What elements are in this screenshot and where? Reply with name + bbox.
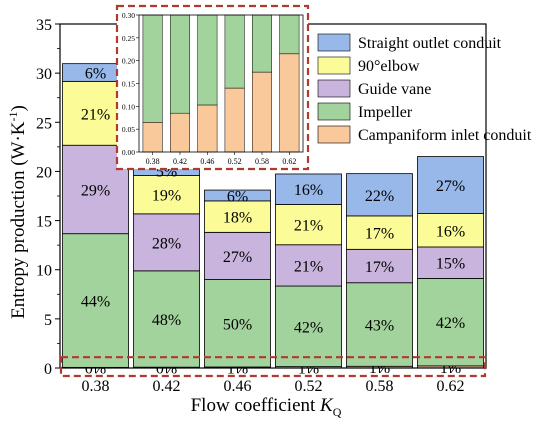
bar-percent-label: 44% <box>81 294 110 311</box>
legend-swatch <box>317 56 351 75</box>
bar-percent-label: 21% <box>81 106 110 123</box>
bar-segment <box>62 233 129 368</box>
legend-label: Guide vane <box>358 81 431 98</box>
y-tick-label: 0 <box>44 361 52 378</box>
y-tick-label: 10 <box>36 263 52 280</box>
y-axis-label: Entropy production (W·K-1) <box>6 105 29 319</box>
bar-segment <box>346 248 413 284</box>
bar-percent-label: 48% <box>152 312 181 329</box>
bar-segment <box>133 175 200 215</box>
bar-percent-label: 50% <box>223 316 252 333</box>
legend: Straight outlet conduit 90°elbow Guide van… <box>317 33 532 144</box>
legend-swatch <box>317 125 351 144</box>
y-tick-label: 15 <box>36 214 52 231</box>
legend-swatch <box>317 102 351 121</box>
inset-plot: 0.38 0.42 0.46 0.52 0.58 0.62 0.00 0.05 0.10 0.15… <box>115 4 310 171</box>
inset-bar-segment <box>197 104 218 153</box>
x-tick-label: 0.62 <box>437 378 465 395</box>
bar-percent-label: 19% <box>152 188 181 205</box>
legend-label: Straight outlet conduit <box>358 35 502 52</box>
y-tick-label: 25 <box>36 115 52 132</box>
legend-swatch <box>317 33 351 52</box>
inset-bar-segment <box>224 14 245 89</box>
inset-bar-segment <box>252 14 272 73</box>
inset-x-tick-label: 0.58 <box>255 157 269 166</box>
bar-percent-label: 18% <box>223 210 252 227</box>
inset-y-tick-label: 0.15 <box>122 80 135 89</box>
bar-segment <box>346 282 413 367</box>
bar-percent-label: 6% <box>227 188 248 205</box>
x-axis-label: Flow coefficient KQ <box>191 395 342 419</box>
inset-bar-segment <box>279 53 300 153</box>
legend-label: 90°elbow <box>358 58 420 75</box>
inset-bar-segment <box>170 112 190 153</box>
bar-percent-label: 27% <box>436 178 465 195</box>
y-tick-label: 5 <box>44 312 52 329</box>
bar-percent-label: 21% <box>294 218 323 235</box>
inset-y-tick-label: 0.20 <box>122 57 135 66</box>
inset-bar-segment <box>224 87 245 153</box>
bar-percent-label: 43% <box>365 318 394 335</box>
bar-percent-label: 17% <box>365 226 394 243</box>
inset-bar-segment <box>142 14 163 123</box>
bar-percent-label: 42% <box>436 315 465 332</box>
inset-bar-segment <box>170 14 190 114</box>
legend-label: Campaniform inlet conduit <box>358 127 532 144</box>
bar-percent-label: 21% <box>294 258 323 275</box>
inset-x-tick-label: 0.52 <box>228 157 242 166</box>
bar-percent-label: 15% <box>436 256 465 273</box>
y-tick-label: 30 <box>36 66 52 83</box>
bar-percent-label: 27% <box>223 249 252 266</box>
inset-bar-segment <box>197 14 218 106</box>
inset-frame <box>138 14 304 153</box>
bar-percent-label: 29% <box>81 182 110 199</box>
inset-bar-segment <box>279 14 300 55</box>
bar-percent-label: 17% <box>365 259 394 276</box>
main-plot: 0%44%29%21%6%0.380%48%28%19%5%0.421%50%2… <box>36 17 487 395</box>
x-tick-label: 0.42 <box>153 378 181 395</box>
bar-segment <box>346 173 413 217</box>
bar-percent-label: 16% <box>436 223 465 240</box>
bar-segment <box>133 213 200 272</box>
y-tick-label: 35 <box>36 17 52 34</box>
bar-segment <box>275 204 342 246</box>
bar-segment <box>204 189 271 202</box>
legend-swatch <box>317 79 351 98</box>
bar-percent-label: 6% <box>85 66 106 83</box>
bar-segment <box>133 270 200 368</box>
highlight-box-rect <box>59 356 487 378</box>
bar-percent-label: 42% <box>294 319 323 336</box>
highlight-box <box>59 356 487 378</box>
bar-segment <box>417 278 484 367</box>
bar-segment <box>417 213 484 248</box>
inset-x-tick-label: 0.62 <box>282 157 296 166</box>
bar-percent-label: 16% <box>294 182 323 199</box>
inset-y-tick-label: 0.10 <box>122 102 135 111</box>
bar-segment <box>275 244 342 287</box>
bar-segment <box>204 231 271 280</box>
inset-y-tick-label: 0.25 <box>122 34 135 43</box>
inset-x-tick-label: 0.46 <box>200 157 214 166</box>
inset-x-tick-label: 0.38 <box>146 157 160 166</box>
inset-bar-segment <box>252 71 272 153</box>
x-tick-label: 0.58 <box>366 378 394 395</box>
bar-segment <box>275 285 342 368</box>
legend-label: Impeller <box>358 104 413 121</box>
bar-percent-label: 22% <box>365 188 394 205</box>
inset-y-tick-label: 0.00 <box>122 148 135 157</box>
bar-percent-label: 28% <box>152 235 181 252</box>
inset-y-tick-label: 0.30 <box>122 11 135 20</box>
bar-segment <box>204 200 271 233</box>
inset-bar-segment <box>142 122 163 153</box>
bar-segment <box>204 279 271 368</box>
inset-x-tick-label: 0.42 <box>173 157 187 166</box>
bar-segment <box>275 173 342 205</box>
x-tick-label: 0.52 <box>295 378 323 395</box>
inset-y-tick-label: 0.05 <box>122 125 135 134</box>
x-tick-label: 0.46 <box>224 378 252 395</box>
bar-segment <box>417 156 484 214</box>
y-tick-label: 20 <box>36 164 52 181</box>
x-tick-label: 0.38 <box>82 378 110 395</box>
